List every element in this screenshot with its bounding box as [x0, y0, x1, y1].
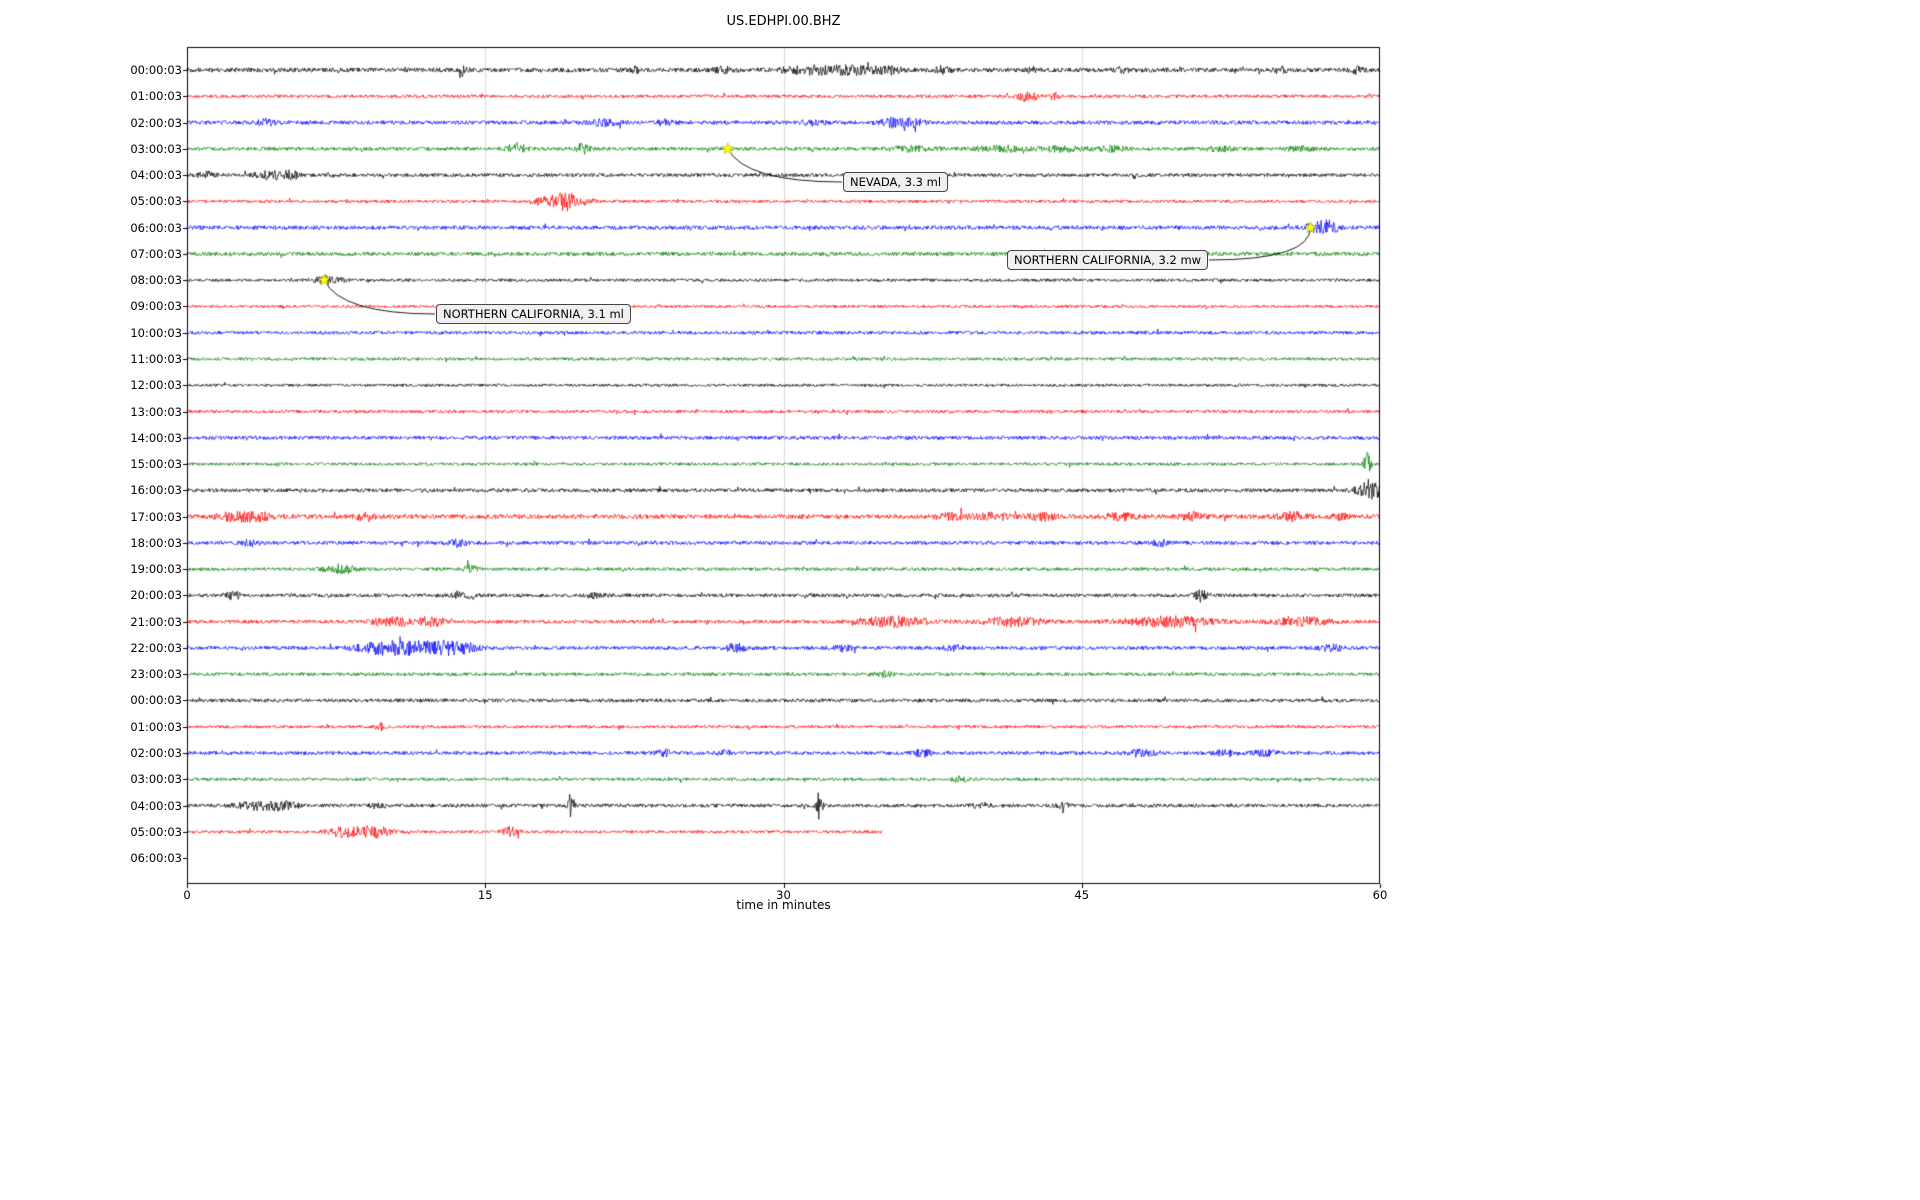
event-annotation: NORTHERN CALIFORNIA, 3.2 mw — [1007, 250, 1209, 270]
trace-time-label: 16:00:03 — [130, 483, 182, 498]
trace-time-label: 14:00:03 — [130, 430, 182, 445]
chart-title: US.EDHPI.00.BHZ — [726, 14, 841, 29]
trace-time-label: 06:00:03 — [130, 851, 182, 866]
trace-time-label: 03:00:03 — [130, 772, 182, 787]
trace-time-label: 08:00:03 — [130, 273, 182, 288]
trace-time-label: 05:00:03 — [130, 824, 182, 839]
event-annotation: NORTHERN CALIFORNIA, 3.1 ml — [436, 304, 631, 324]
x-tick-label: 60 — [1372, 888, 1388, 902]
x-tick-label: 15 — [477, 888, 493, 902]
trace-time-label: 22:00:03 — [130, 640, 182, 655]
x-tick-label: 0 — [183, 888, 191, 902]
trace-time-label: 03:00:03 — [130, 141, 182, 156]
trace-time-label: 02:00:03 — [130, 746, 182, 761]
trace-time-label: 00:00:03 — [130, 693, 182, 708]
trace-time-label: 09:00:03 — [130, 299, 182, 314]
trace-time-label: 07:00:03 — [130, 246, 182, 261]
trace-time-label: 20:00:03 — [130, 588, 182, 603]
trace-time-label: 17:00:03 — [130, 509, 182, 524]
trace-time-label: 12:00:03 — [130, 378, 182, 393]
trace-time-label: 04:00:03 — [130, 798, 182, 813]
trace-time-label: 19:00:03 — [130, 562, 182, 577]
x-axis-label: time in minutes — [736, 898, 831, 912]
trace-time-label: 01:00:03 — [130, 89, 182, 104]
trace-time-label: 18:00:03 — [130, 535, 182, 550]
x-tick-label: 45 — [1074, 888, 1090, 902]
trace-time-label: 06:00:03 — [130, 220, 182, 235]
trace-time-label: 23:00:03 — [130, 667, 182, 682]
trace-time-label: 00:00:03 — [130, 63, 182, 77]
trace-time-label: 13:00:03 — [130, 404, 182, 419]
trace-time-label: 11:00:03 — [130, 351, 182, 366]
trace-time-label: 04:00:03 — [130, 168, 182, 183]
trace-time-label: 10:00:03 — [130, 325, 182, 340]
trace-time-label: 01:00:03 — [130, 719, 182, 734]
trace-time-label: 21:00:03 — [130, 614, 182, 629]
trace-time-label: 15:00:03 — [130, 457, 182, 472]
trace-time-label: 05:00:03 — [130, 194, 182, 209]
x-tick-label: 30 — [776, 888, 791, 902]
event-annotation: NEVADA, 3.3 ml — [843, 172, 949, 192]
trace-time-label: 02:00:03 — [130, 115, 182, 130]
